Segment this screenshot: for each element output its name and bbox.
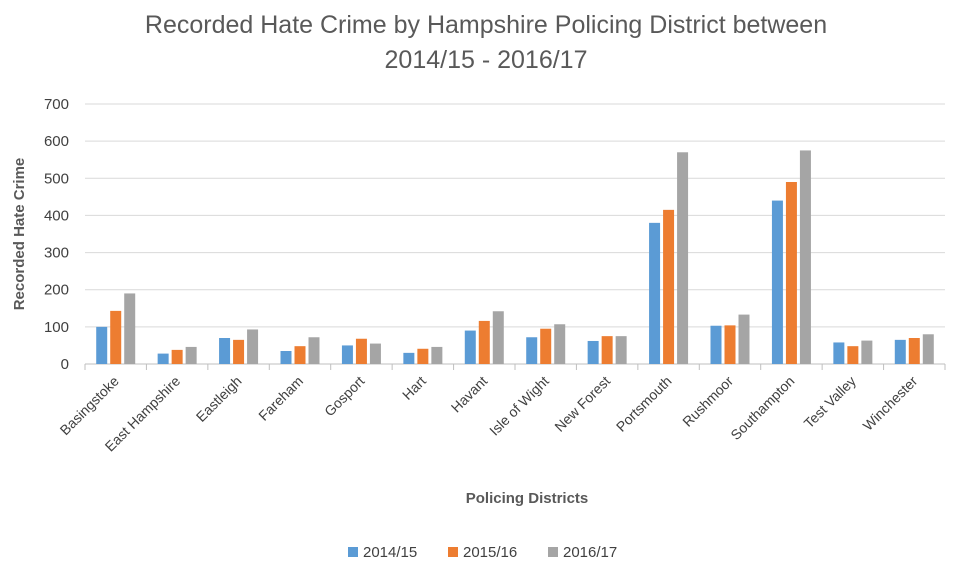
bar-gosport-2016-17 xyxy=(369,343,381,364)
bar-hart-2014-15 xyxy=(403,352,415,364)
x-tick-label: Basingstoke xyxy=(57,373,122,438)
y-axis-ticks: 0 100 200 300 400 500 600 700 xyxy=(44,96,69,373)
bar-gosport-2015-16 xyxy=(355,338,367,364)
bar-basingstoke-2014-15 xyxy=(96,326,108,364)
x-tick-label: Hart xyxy=(399,373,429,403)
bar-winchester-2016-17 xyxy=(922,334,934,364)
bar-havant-2015-16 xyxy=(478,320,490,364)
bar-eastleigh-2014-15 xyxy=(219,338,231,364)
bar-eastleigh-2015-16 xyxy=(233,339,245,364)
x-tick-label: Isle of Wight xyxy=(486,373,552,439)
bar-fareham-2015-16 xyxy=(294,346,306,364)
bar-rushmoor-2016-17 xyxy=(738,314,750,364)
bar-rushmoor-2014-15 xyxy=(710,325,722,364)
bar-havant-2014-15 xyxy=(464,330,476,364)
legend-label: 2015/16 xyxy=(463,544,517,561)
bar-new-forest-2014-15 xyxy=(587,340,599,364)
legend-swatch xyxy=(348,547,358,557)
bar-portsmouth-2015-16 xyxy=(663,209,675,364)
bar-southampton-2014-15 xyxy=(771,200,783,364)
y-tick-label: 600 xyxy=(44,133,69,150)
chart-title-line-1: Recorded Hate Crime by Hampshire Policin… xyxy=(145,11,827,39)
legend: 2014/15 2015/16 2016/17 xyxy=(348,544,617,561)
bar-test-valley-2016-17 xyxy=(861,340,873,364)
legend-swatch xyxy=(448,547,458,557)
bar-southampton-2015-16 xyxy=(785,182,797,364)
bars xyxy=(96,150,934,364)
x-tick-label: Test Valley xyxy=(801,373,859,431)
x-tick-label: Gosport xyxy=(321,373,368,420)
bar-new-forest-2016-17 xyxy=(615,336,627,364)
x-tick-label: Havant xyxy=(448,373,491,416)
bar-portsmouth-2016-17 xyxy=(677,152,689,364)
x-tick-label: Winchester xyxy=(860,373,921,434)
chart-title-line-2: 2014/15 - 2016/17 xyxy=(385,46,588,74)
bar-test-valley-2014-15 xyxy=(833,342,845,364)
y-tick-label: 100 xyxy=(44,319,69,336)
legend-label: 2016/17 xyxy=(563,544,617,561)
y-tick-label: 500 xyxy=(44,170,69,187)
y-tick-label: 300 xyxy=(44,245,69,262)
bar-basingstoke-2015-16 xyxy=(110,310,122,364)
x-tick-label: New Forest xyxy=(551,373,613,435)
x-tick-label: Fareham xyxy=(255,373,306,424)
x-tick-label: Eastleigh xyxy=(193,373,245,425)
bar-rushmoor-2015-16 xyxy=(724,325,736,364)
bar-east-hampshire-2014-15 xyxy=(157,353,169,364)
bar-new-forest-2015-16 xyxy=(601,336,613,364)
gridlines xyxy=(85,103,945,365)
x-axis-title: Policing Districts xyxy=(466,490,589,507)
bar-east-hampshire-2015-16 xyxy=(171,349,183,364)
bar-isle-of-wight-2016-17 xyxy=(554,324,566,364)
bar-fareham-2016-17 xyxy=(308,337,320,364)
bar-hart-2015-16 xyxy=(417,348,429,364)
x-tick-label: Southampton xyxy=(727,373,797,443)
bar-havant-2016-17 xyxy=(492,311,504,364)
bar-east-hampshire-2016-17 xyxy=(185,346,197,364)
legend-swatch xyxy=(548,547,558,557)
bar-eastleigh-2016-17 xyxy=(247,329,259,364)
bar-hart-2016-17 xyxy=(431,346,443,364)
y-axis-title: Recorded Hate Crime xyxy=(11,158,28,311)
y-tick-label: 400 xyxy=(44,207,69,224)
y-tick-label: 0 xyxy=(61,356,69,373)
bar-winchester-2015-16 xyxy=(908,338,920,364)
bar-isle-of-wight-2015-16 xyxy=(540,328,552,364)
bar-gosport-2014-15 xyxy=(341,345,353,364)
y-tick-label: 200 xyxy=(44,282,69,299)
bar-basingstoke-2016-17 xyxy=(124,293,136,364)
legend-label: 2014/15 xyxy=(363,544,417,561)
y-tick-label: 700 xyxy=(44,96,69,113)
bar-southampton-2016-17 xyxy=(799,150,811,364)
bar-winchester-2014-15 xyxy=(894,339,906,364)
bar-fareham-2014-15 xyxy=(280,351,292,364)
bar-isle-of-wight-2014-15 xyxy=(526,337,538,364)
x-tick-label: Rushmoor xyxy=(679,373,736,430)
x-tick-label: Portsmouth xyxy=(613,373,675,435)
bar-portsmouth-2014-15 xyxy=(649,222,661,364)
bar-test-valley-2015-16 xyxy=(847,346,859,364)
